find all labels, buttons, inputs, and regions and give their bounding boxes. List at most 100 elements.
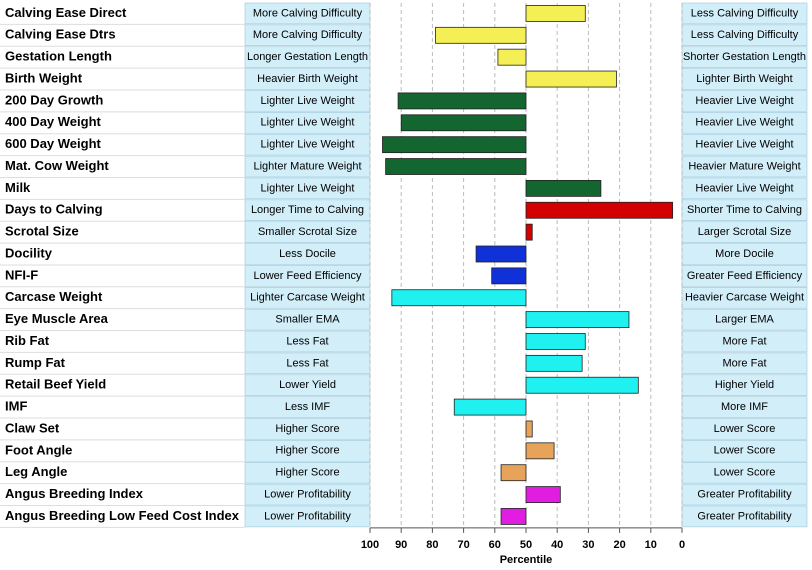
bar: [525, 179, 602, 197]
left-label: More Calving Difficulty: [253, 29, 363, 41]
left-label-box: [244, 440, 371, 462]
bar: [525, 442, 555, 460]
bar: [453, 398, 527, 416]
right-label: Larger Scrotal Size: [698, 226, 792, 238]
right-label-box: [681, 374, 808, 396]
left-label: Less IMF: [285, 401, 331, 413]
bar: [391, 289, 527, 307]
right-label-box: [681, 68, 808, 90]
trait-label: Claw Set: [5, 420, 60, 435]
bar: [525, 354, 583, 372]
trait-label: Angus Breeding Index: [5, 486, 144, 501]
right-label-box: [681, 440, 808, 462]
bar: [475, 245, 527, 263]
right-label: Greater Profitability: [697, 510, 792, 522]
x-axis-label: Percentile: [500, 554, 553, 566]
left-label-box: [244, 68, 371, 90]
bar: [525, 486, 561, 503]
trait-label: Gestation Length: [5, 49, 112, 64]
left-label-box: [244, 418, 371, 440]
bar: [385, 158, 527, 175]
trait-label: Birth Weight: [5, 70, 83, 85]
left-label-box: [244, 221, 371, 243]
trait-label: 600 Day Weight: [5, 136, 102, 151]
x-tick-label: 30: [582, 539, 594, 551]
right-label: Greater Feed Efficiency: [687, 270, 803, 282]
right-label: Heavier Live Weight: [695, 182, 793, 194]
left-label: Higher Score: [275, 467, 339, 479]
trait-label: 400 Day Weight: [5, 114, 102, 129]
bar: [397, 92, 527, 110]
left-label: Lighter Live Weight: [261, 139, 355, 151]
left-label: Smaller Scrotal Size: [258, 226, 357, 238]
left-label: Less Docile: [279, 248, 336, 260]
bar: [435, 26, 527, 44]
left-label: Higher Score: [275, 423, 339, 435]
trait-label: Docility: [5, 245, 53, 260]
trait-label: IMF: [5, 399, 27, 414]
left-label-box: [244, 199, 371, 222]
x-tick-label: 0: [679, 539, 685, 551]
left-label: Longer Gestation Length: [247, 51, 368, 63]
bar: [525, 311, 630, 329]
left-label: Longer Time to Calving: [251, 204, 364, 216]
left-label-box: [244, 374, 371, 396]
left-label-box: [244, 396, 371, 418]
left-label: Lighter Mature Weight: [253, 160, 361, 172]
x-tick-label: 20: [613, 539, 625, 551]
trait-label: Eye Muscle Area: [5, 311, 109, 326]
x-tick-label: 80: [426, 539, 438, 551]
left-label-box: [244, 46, 371, 68]
left-label: Less Fat: [286, 357, 328, 369]
bar: [382, 136, 527, 154]
left-label: More Calving Difficulty: [253, 7, 363, 19]
right-label: Lighter Birth Weight: [696, 73, 792, 85]
trait-label: Retail Beef Yield: [5, 377, 106, 392]
right-label-box: [681, 265, 808, 287]
right-label: Heavier Carcase Weight: [685, 292, 804, 304]
trait-label: Days to Calving: [5, 202, 103, 217]
right-label: Heavier Live Weight: [695, 117, 793, 129]
left-label: Lower Profitability: [264, 488, 351, 500]
trait-label: Rump Fat: [5, 355, 66, 370]
left-label: Heavier Birth Weight: [257, 73, 358, 85]
right-label: Greater Profitability: [697, 488, 792, 500]
right-label: Less Calving Difficulty: [691, 29, 799, 41]
trait-label: Milk: [5, 180, 31, 195]
left-label-box: [244, 243, 371, 265]
trait-label: Foot Angle: [5, 442, 72, 457]
right-label: More Docile: [715, 248, 774, 260]
x-tick-label: 50: [520, 539, 532, 551]
x-tick-label: 40: [551, 539, 563, 551]
right-label-box: [681, 221, 808, 243]
left-label: Smaller EMA: [275, 314, 340, 326]
right-label: Higher Yield: [715, 379, 774, 391]
right-label: More Fat: [722, 357, 766, 369]
right-label-box: [681, 243, 808, 265]
right-label: Shorter Time to Calving: [687, 204, 802, 216]
right-label: Lower Score: [714, 445, 776, 457]
bar: [525, 201, 674, 219]
trait-label: Calving Ease Direct: [5, 5, 127, 20]
right-label: Larger EMA: [715, 314, 774, 326]
bar: [525, 70, 617, 88]
right-label-box: [681, 90, 808, 112]
right-label: Shorter Gestation Length: [683, 51, 806, 63]
trait-label: Mat. Cow Weight: [5, 158, 109, 173]
trait-label: 200 Day Growth: [5, 92, 103, 107]
trait-label: Scrotal Size: [5, 224, 79, 239]
right-label-box: [681, 396, 808, 418]
left-label: Lower Yield: [279, 379, 336, 391]
trait-label: Carcase Weight: [5, 289, 103, 304]
left-label-box: [244, 90, 371, 112]
left-label-box: [244, 265, 371, 287]
bar: [525, 376, 639, 394]
left-label: Lighter Live Weight: [261, 182, 355, 194]
left-label: Lighter Live Weight: [261, 95, 355, 107]
bar: [497, 48, 527, 66]
bar: [525, 223, 533, 241]
left-label-box: [244, 24, 371, 47]
bar: [491, 267, 527, 285]
bar: [500, 508, 527, 525]
